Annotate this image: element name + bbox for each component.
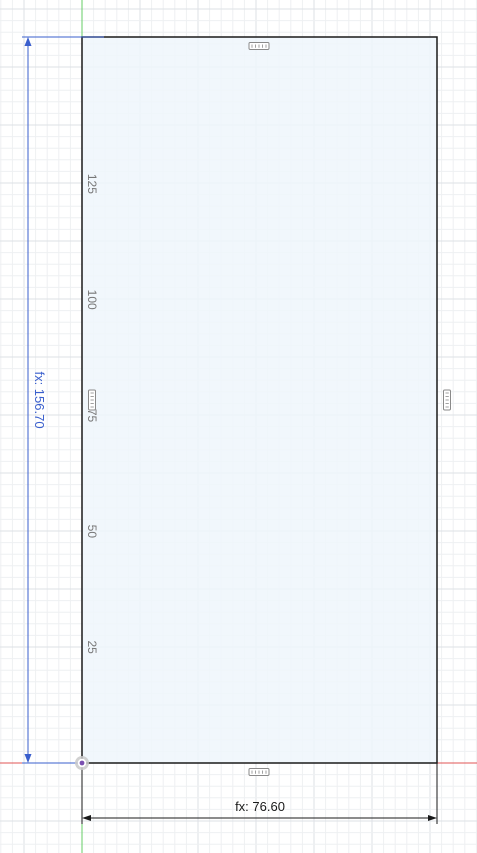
width-arrow-left-icon — [82, 815, 91, 821]
origin-point[interactable] — [75, 756, 89, 770]
height-arrow-bottom-icon — [24, 754, 32, 763]
ruler-tick-label: 125 — [85, 174, 99, 194]
ruler-tick-label: 25 — [85, 640, 99, 654]
width-dimension-label[interactable]: fx: 76.60 — [235, 799, 285, 814]
width-arrow-right-icon — [428, 815, 437, 821]
ruler-tick-label: 50 — [85, 525, 99, 539]
left-edge-constraint-icon[interactable] — [88, 389, 96, 411]
height-dimension[interactable]: fx: 156.70 — [22, 36, 104, 764]
constraint-icons — [88, 42, 451, 776]
right-edge-constraint-icon[interactable] — [443, 389, 451, 411]
height-arrow-top-icon — [24, 37, 32, 46]
top-edge-constraint-icon[interactable] — [248, 42, 270, 50]
width-dimension[interactable]: fx: 76.60 — [81, 763, 438, 824]
origin-dot-icon — [79, 760, 85, 766]
ruler-tick-label: 100 — [85, 290, 99, 310]
height-dimension-label[interactable]: fx: 156.70 — [32, 371, 47, 428]
ruler-tick-label: 75 — [85, 409, 99, 423]
ruler-ticks: 125 100 75 50 25 — [85, 174, 99, 654]
sketch-rectangle[interactable] — [81, 36, 438, 764]
bottom-edge-constraint-icon[interactable] — [248, 768, 270, 776]
